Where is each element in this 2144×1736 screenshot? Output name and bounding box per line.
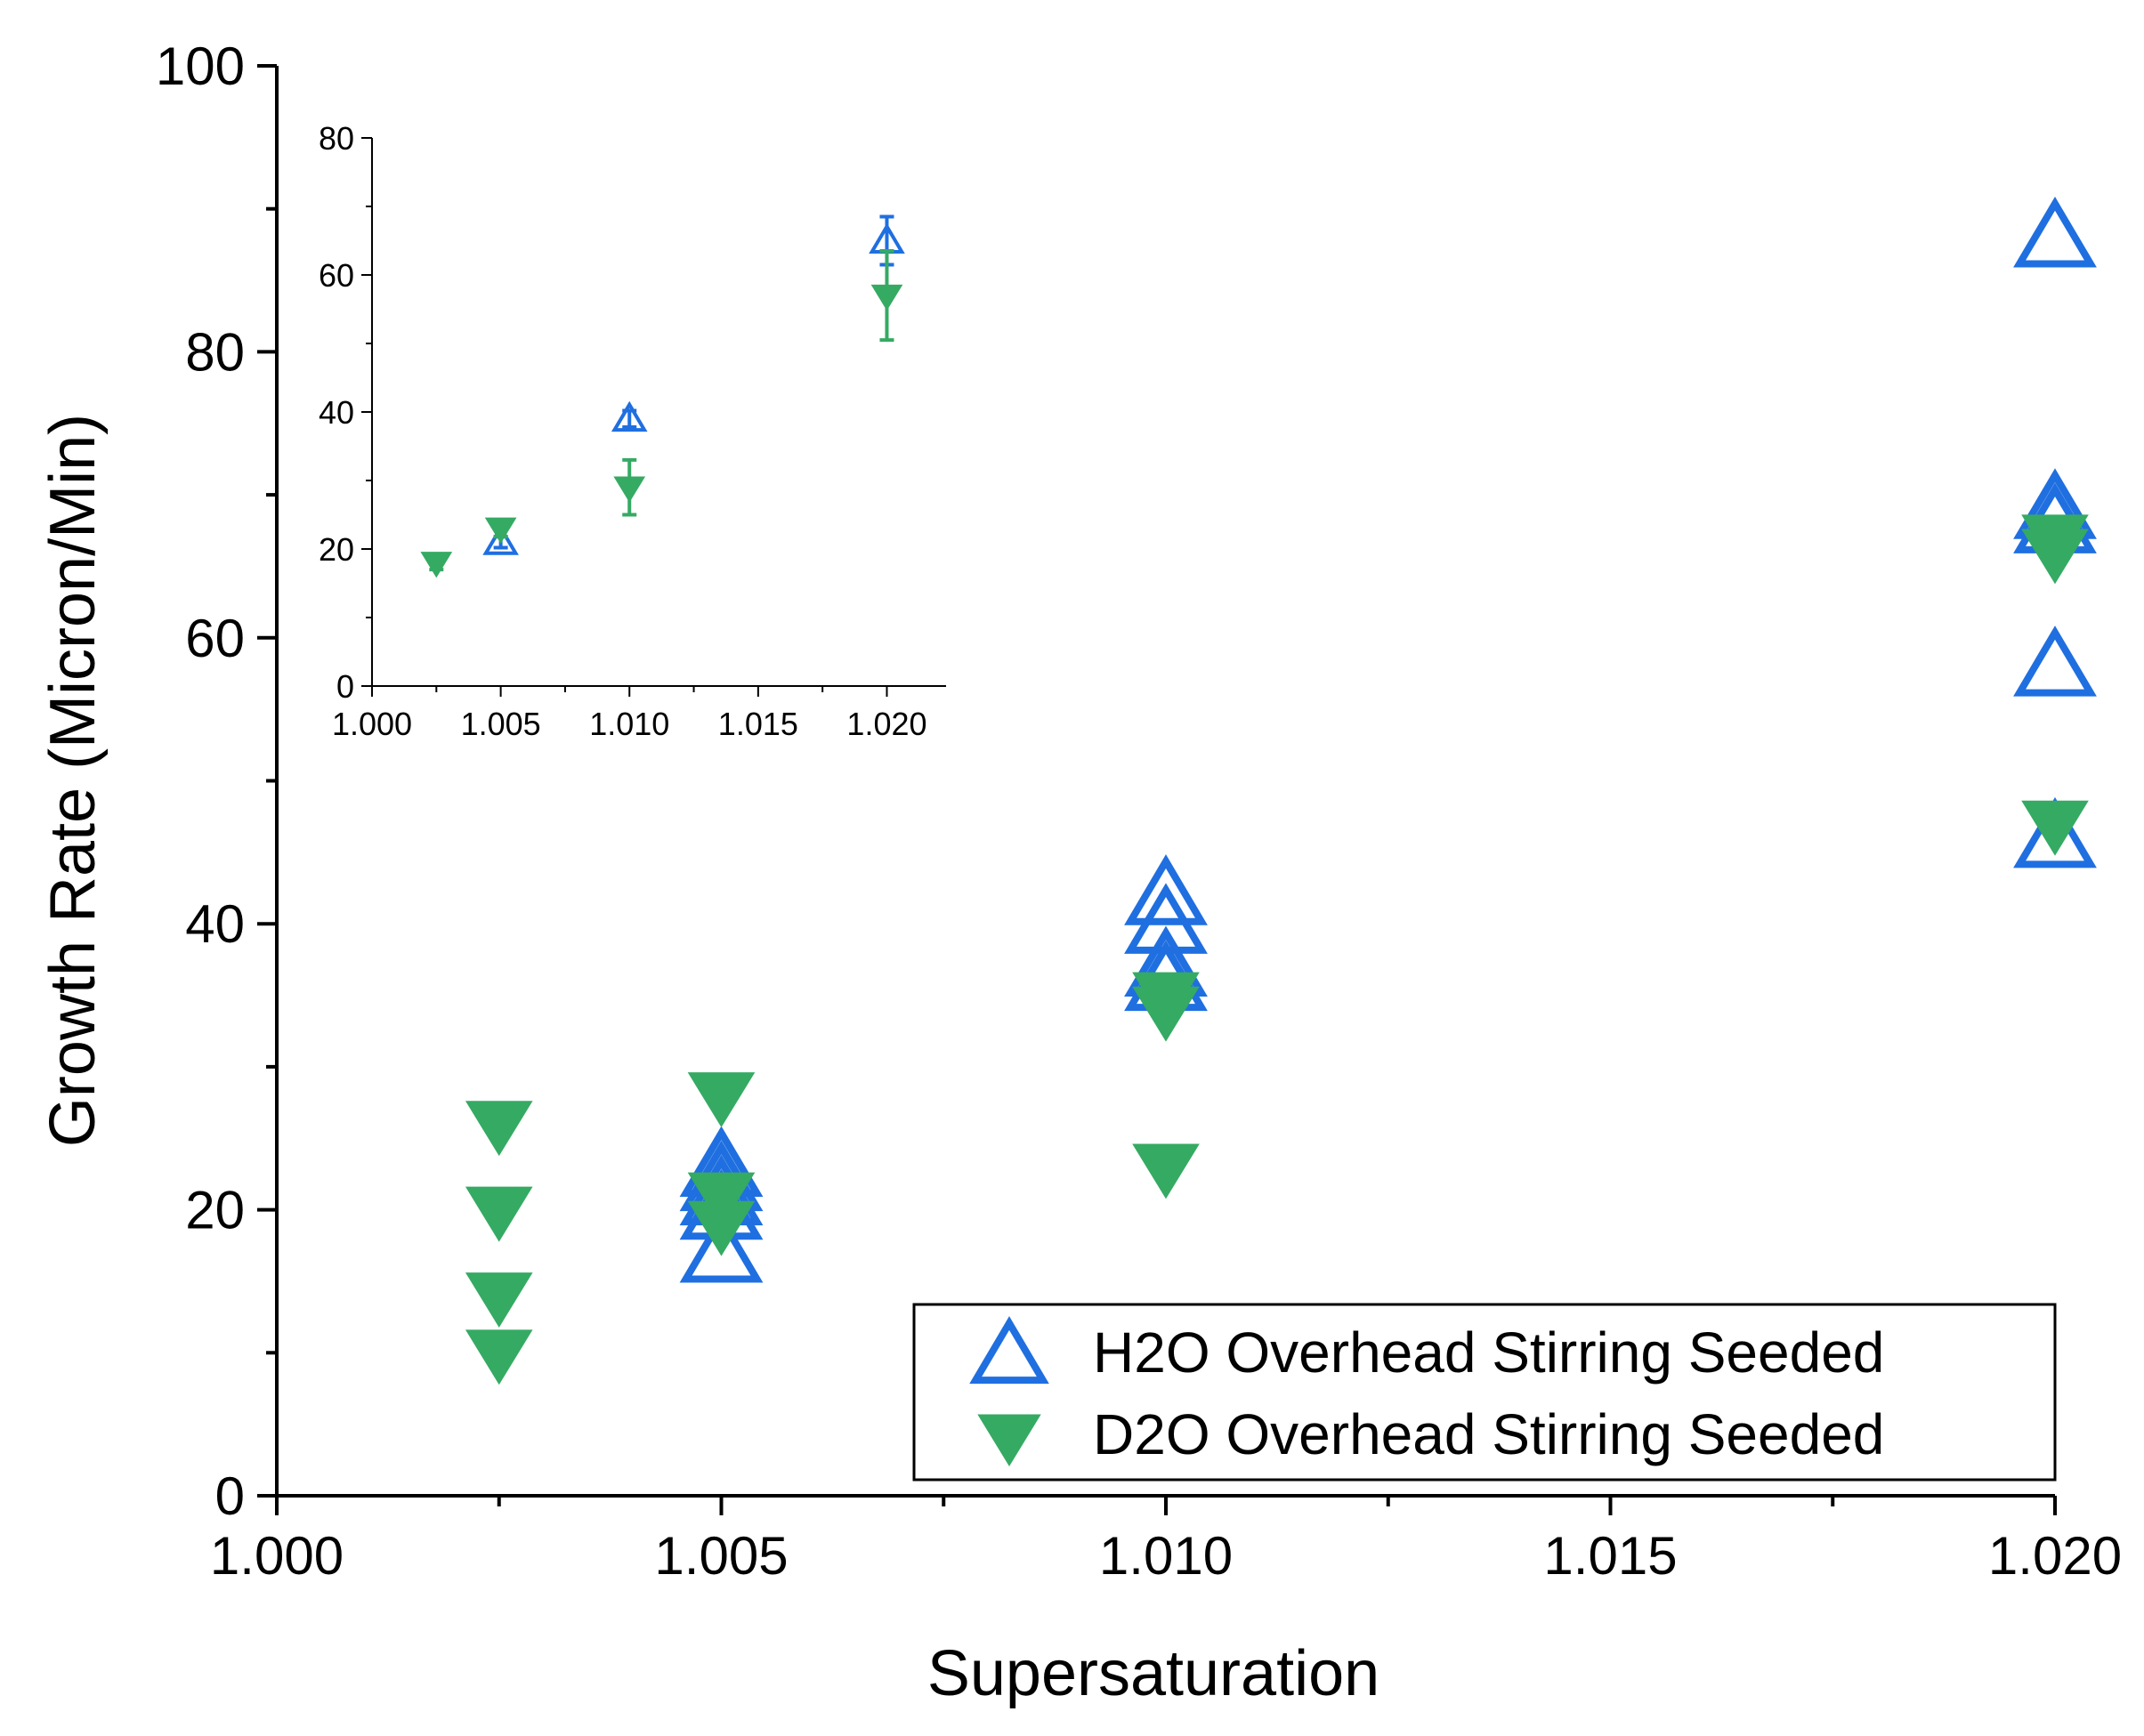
x-axis-label: Supersaturation <box>927 1638 1379 1709</box>
main-y-tick-label: 0 <box>215 1466 245 1526</box>
inset-y-tick-label: 40 <box>319 394 354 431</box>
main-y-tick-label: 60 <box>185 609 245 668</box>
main-axes <box>275 66 2055 1498</box>
legend-h2o-label: H2O Overhead Stirring Seeded <box>1093 1320 1884 1385</box>
main-y-tick-label: 100 <box>156 36 245 96</box>
d2o-point <box>1132 1143 1200 1199</box>
main-x-tick-label: 1.020 <box>1988 1526 2122 1586</box>
legend-h2o-marker <box>969 1316 1049 1385</box>
main-y-tick-label: 40 <box>185 894 245 954</box>
h2o-point <box>679 1211 764 1283</box>
main-y-tick-label: 80 <box>185 322 245 382</box>
d2o-point <box>465 1186 533 1242</box>
legend-d2o-marker <box>977 1414 1041 1466</box>
main-y-tick-label: 20 <box>185 1181 245 1240</box>
h2o-point <box>1124 854 1208 925</box>
inset-d2o-point <box>870 284 903 311</box>
inset-y-tick-label: 60 <box>319 257 354 294</box>
inset-h2o-point <box>482 524 519 555</box>
legend-d2o-label: D2O Overhead Stirring Seeded <box>1093 1402 1884 1466</box>
h2o-point <box>2013 796 2097 868</box>
main-x-tick-label: 1.010 <box>1099 1526 1233 1586</box>
main-x-tick-label: 1.015 <box>1543 1526 1677 1586</box>
d2o-point <box>465 1272 533 1328</box>
h2o-point <box>2013 626 2097 697</box>
inset-y-tick-label: 20 <box>319 531 354 568</box>
inset-plot: 1.000 1.005 1.010 1.015 1.020 0 20 40 60 80 <box>319 120 946 742</box>
d2o-point <box>687 1072 756 1128</box>
h2o-point <box>2013 196 2097 268</box>
inset-y-tick-label: 0 <box>336 668 354 705</box>
main-y-ticks: 0 20 40 60 80 100 <box>156 36 277 1526</box>
main-x-tick-label: 1.005 <box>654 1526 788 1586</box>
main-x-tick-label: 1.000 <box>210 1526 344 1586</box>
inset-h2o-point <box>611 400 648 432</box>
main-plot: 1.000 1.005 1.010 1.015 1.020 0 20 40 60 80 100 S… <box>37 36 2122 1709</box>
inset-d2o-point <box>613 476 646 503</box>
inset-data-marks <box>420 214 905 578</box>
y-axis-label: Growth Rate (Micron/Min) <box>37 414 109 1147</box>
inset-y-tick-label: 80 <box>319 120 354 157</box>
inset-x-tick-label: 1.015 <box>718 706 798 742</box>
main-data-marks <box>465 196 2097 1385</box>
inset-x-ticks: 1.000 1.005 1.010 1.015 1.020 <box>332 686 927 742</box>
inset-x-tick-label: 1.005 <box>461 706 541 742</box>
legend: H2O Overhead Stirring Seeded D2O Overhea… <box>912 1303 2057 1482</box>
inset-y-ticks: 0 20 40 60 80 <box>319 120 372 705</box>
inset-d2o-point <box>484 517 517 544</box>
d2o-point <box>687 1200 756 1256</box>
d2o-point <box>1132 986 1200 1042</box>
d2o-point <box>2021 529 2089 585</box>
inset-x-tick-label: 1.010 <box>589 706 669 742</box>
legend-h2o-triangle <box>969 1316 1049 1385</box>
inset-d2o-point <box>420 552 453 578</box>
main-x-ticks: 1.000 1.005 1.010 1.015 1.020 <box>210 1496 2122 1586</box>
d2o-point <box>465 1101 533 1157</box>
d2o-point <box>687 1172 756 1228</box>
inset-x-tick-label: 1.020 <box>846 706 926 742</box>
d2o-point <box>465 1329 533 1385</box>
legend-d2o-triangle <box>977 1414 1041 1466</box>
inset-axes <box>371 138 946 687</box>
inset-x-tick-label: 1.000 <box>332 706 412 742</box>
d2o-point <box>2021 800 2089 856</box>
